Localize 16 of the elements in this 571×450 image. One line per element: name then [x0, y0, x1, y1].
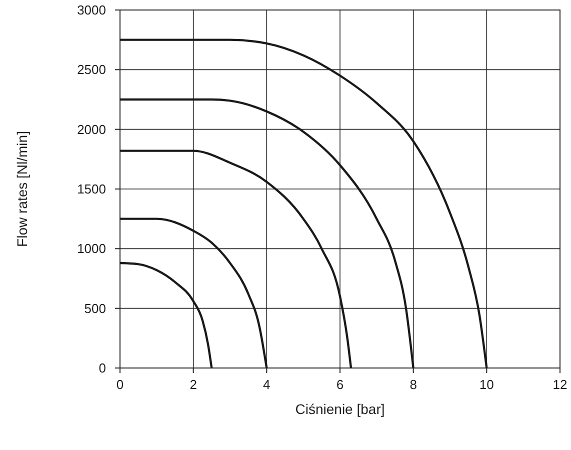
y-tick-label: 0 [98, 360, 106, 376]
y-tick-label: 2500 [77, 62, 106, 78]
x-tick-label: 8 [410, 377, 417, 392]
y-tick-label: 2000 [77, 122, 106, 137]
y-axis-title: Flow rates [Nl/min] [14, 131, 30, 247]
x-axis-title: Ciśnienie [bar] [295, 401, 385, 417]
x-tick-label: 0 [116, 377, 124, 392]
x-tick-label: 10 [479, 377, 494, 392]
x-tick-label: 6 [336, 377, 344, 392]
y-tick-label: 500 [84, 300, 106, 316]
y-tick-label: 1500 [77, 182, 106, 196]
x-tick-label: 12 [552, 377, 568, 392]
y-tick-label: 3000 [77, 2, 106, 18]
x-tick-label: 4 [263, 377, 270, 392]
x-tick-label: 2 [190, 377, 197, 392]
y-tick-label: 1000 [77, 241, 106, 256]
